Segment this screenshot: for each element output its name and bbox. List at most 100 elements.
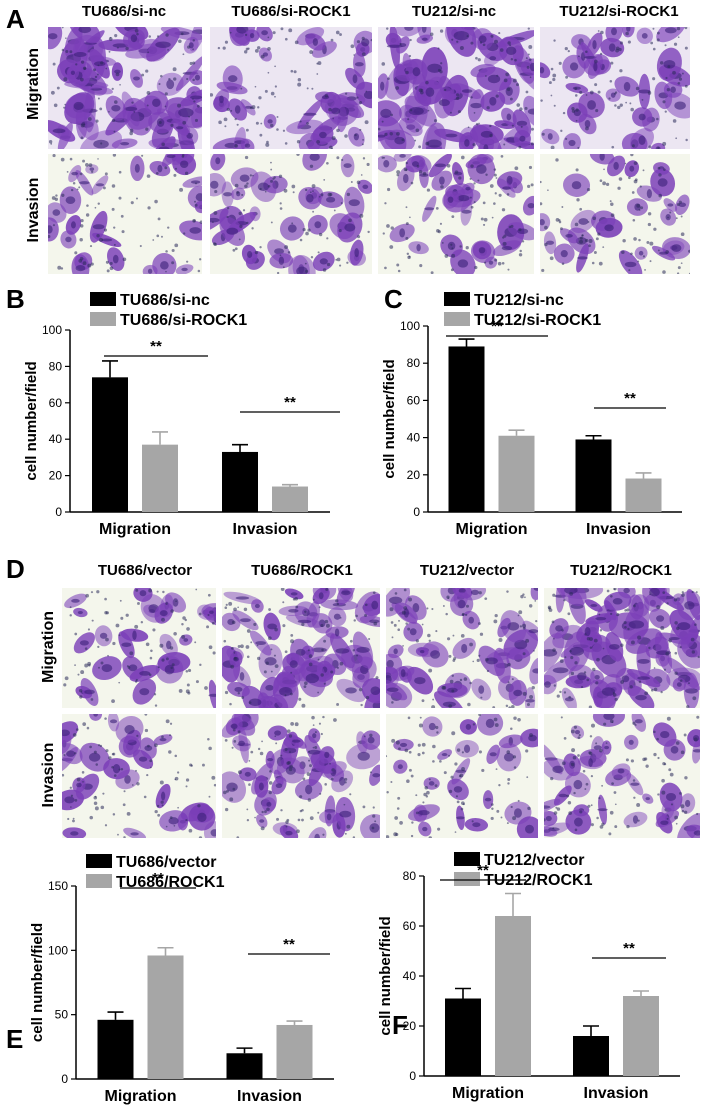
category-label: Migration <box>456 521 528 538</box>
micrograph-d-migration-4 <box>544 588 700 708</box>
legend-label: TU212/si-nc <box>474 292 564 309</box>
category-label: Invasion <box>586 521 651 538</box>
y-tick-label: 0 <box>61 1072 68 1086</box>
bar <box>625 478 662 512</box>
micrograph-a-migration-3 <box>378 27 534 149</box>
error-bar <box>458 338 475 347</box>
significance-label: ** <box>284 394 296 411</box>
bar <box>445 998 481 1076</box>
micrograph-d-invasion-1 <box>62 714 216 838</box>
micrograph-a-migration-1 <box>48 27 202 149</box>
y-tick-label: 0 <box>409 1069 416 1083</box>
y-axis-label: cell number/field <box>23 361 40 480</box>
legend-swatch <box>444 292 470 306</box>
bar <box>222 451 258 512</box>
y-tick-label: 80 <box>49 359 63 373</box>
error-bar <box>282 483 298 487</box>
y-tick-label: 0 <box>55 505 62 519</box>
bar <box>226 1053 263 1079</box>
micrograph-d-migration-3 <box>386 588 538 708</box>
row-label-d-invasion: Invasion <box>40 742 57 808</box>
error-bar <box>455 987 471 999</box>
micrograph-a-invasion-1 <box>48 154 202 274</box>
y-tick-label: 100 <box>42 323 62 337</box>
legend-label: TU212/vector <box>484 852 585 869</box>
bar <box>573 1036 609 1076</box>
column-label-d-3: TU212/vector <box>419 562 515 579</box>
y-axis-label: cell number/field <box>381 359 398 478</box>
error-bar <box>107 1011 124 1020</box>
bar <box>575 439 612 512</box>
bar-chart-f: TU212/vector TU212/ROCK1 0 20 40 60 80 cell num… <box>354 846 708 1105</box>
legend-label: TU686/vector <box>116 854 217 871</box>
micrograph-a-invasion-3 <box>378 154 534 274</box>
bar <box>623 996 659 1076</box>
y-tick-label: 40 <box>49 432 63 446</box>
y-tick-label: 20 <box>407 468 421 482</box>
micrograph-a-invasion-2 <box>210 154 372 274</box>
bar <box>272 486 308 512</box>
bar <box>448 346 485 512</box>
legend-swatch <box>90 292 116 306</box>
bar <box>498 435 535 512</box>
legend-swatch <box>444 312 470 326</box>
row-label-a-migration: Migration <box>25 48 42 120</box>
panel-letter-c: C <box>384 284 403 314</box>
y-tick-label: 150 <box>48 879 68 893</box>
y-tick-label: 100 <box>400 319 420 333</box>
micrograph-d-invasion-4 <box>544 714 700 838</box>
micrograph-a-migration-2 <box>210 27 372 149</box>
panel-letter-d: D <box>6 554 25 584</box>
error-bar <box>585 434 602 440</box>
error-bar <box>232 443 248 452</box>
error-bar <box>508 429 525 436</box>
error-bar <box>633 990 649 996</box>
category-label: Migration <box>99 521 171 538</box>
y-axis-label: cell number/field <box>377 916 394 1035</box>
y-tick-label: 60 <box>49 396 63 410</box>
y-tick-label: 60 <box>403 919 417 933</box>
y-tick-label: 0 <box>413 505 420 519</box>
error-bar <box>583 1025 599 1036</box>
category-label: Invasion <box>237 1088 302 1105</box>
column-label-d-2: TU686/ROCK1 <box>251 562 353 579</box>
column-label-a-2: TU686/si-ROCK1 <box>231 3 351 20</box>
micrograph-a-invasion-4 <box>540 154 690 274</box>
bar <box>142 444 178 512</box>
legend-label: TU686/si-ROCK1 <box>120 312 247 329</box>
y-tick-label: 20 <box>49 469 63 483</box>
micrograph-d-invasion-3 <box>386 714 538 838</box>
y-tick-label: 50 <box>55 1008 69 1022</box>
significance-label: ** <box>623 940 635 957</box>
legend-label: TU686/si-nc <box>120 292 210 309</box>
y-tick-label: 60 <box>407 393 421 407</box>
legend-swatch <box>454 872 480 886</box>
significance-label: ** <box>152 870 164 887</box>
bar-chart-b: TU686/si-nc TU686/si-ROCK1 0 20 40 60 80 100 cel… <box>0 284 360 544</box>
significance-label: ** <box>624 390 636 407</box>
significance-label: ** <box>283 936 295 953</box>
legend-label: TU686/ROCK1 <box>116 874 225 891</box>
y-tick-label: 100 <box>48 943 68 957</box>
y-tick-label: 40 <box>403 969 417 983</box>
category-label: Migration <box>105 1088 177 1105</box>
legend-swatch <box>86 874 112 888</box>
micrograph-d-invasion-2 <box>222 714 380 838</box>
legend-label: TU212/ROCK1 <box>484 872 593 889</box>
significance-label: ** <box>150 338 162 355</box>
y-tick-label: 80 <box>403 869 417 883</box>
error-bar <box>505 892 521 916</box>
panel-letter-e: E <box>6 1024 24 1054</box>
category-label: Migration <box>452 1085 524 1102</box>
legend-swatch <box>454 852 480 866</box>
error-bar <box>236 1047 253 1054</box>
y-tick-label: 20 <box>403 1019 417 1033</box>
row-label-a-invasion: Invasion <box>25 177 42 243</box>
error-bar <box>635 472 652 479</box>
y-tick-label: 80 <box>407 356 421 370</box>
panel-letter-f: F <box>392 1010 408 1040</box>
column-label-a-3: TU212/si-nc <box>411 3 497 20</box>
error-bar <box>102 360 118 378</box>
category-label: Invasion <box>233 521 298 538</box>
bar-chart-c: TU212/si-nc TU212/si-ROCK1 0 20 40 60 80 100 cel… <box>354 284 708 544</box>
